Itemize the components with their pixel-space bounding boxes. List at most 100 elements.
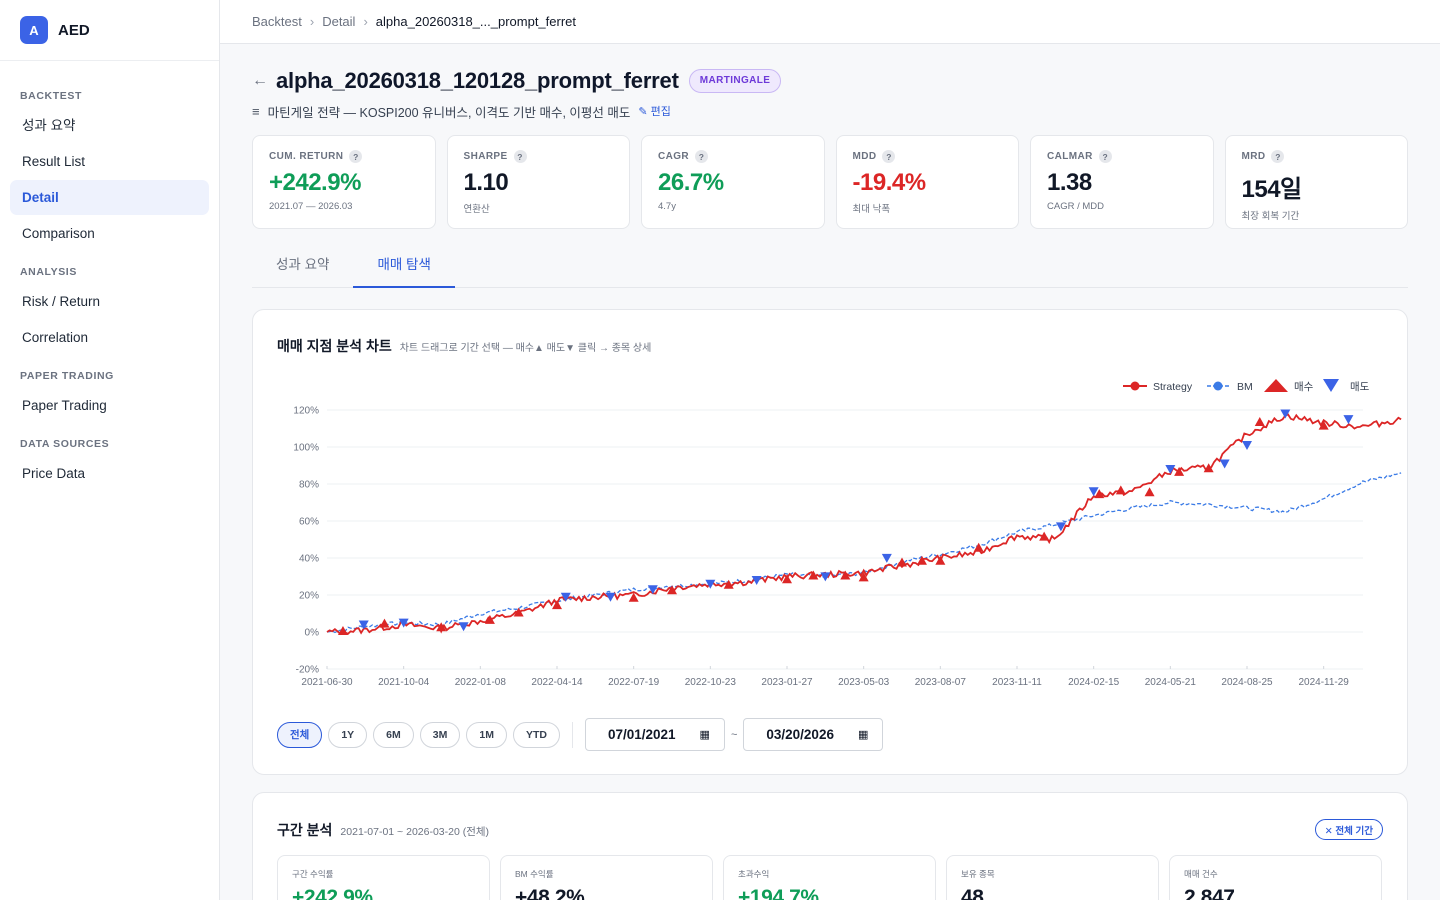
x-tick-label: 2023-01-27 — [761, 677, 813, 688]
sidebar-item-detail[interactable]: Detail — [10, 180, 209, 215]
help-icon[interactable]: ? — [1271, 150, 1285, 163]
kpi-card-cum-return[interactable]: CUM. RETURN? +242.9% 2021.07 — 2026.03 — [252, 135, 436, 229]
kpi-card-mrd[interactable]: MRD? 154일 최장 회복 기간 — [1224, 135, 1408, 229]
sell-marker[interactable] — [705, 579, 716, 589]
buy-marker[interactable] — [1254, 416, 1265, 426]
help-icon[interactable]: ? — [882, 150, 896, 163]
buy-marker[interactable] — [513, 607, 524, 617]
buy-marker[interactable] — [1203, 463, 1214, 473]
legend-label-bm[interactable]: BM — [1237, 381, 1253, 393]
series-line-strategy[interactable] — [326, 413, 1402, 636]
help-icon[interactable]: ? — [349, 150, 363, 163]
sell-marker[interactable] — [1343, 415, 1354, 425]
sell-marker[interactable] — [1242, 441, 1252, 450]
sell-marker[interactable] — [605, 592, 616, 602]
range-button-1y[interactable]: 1Y — [328, 721, 368, 748]
sell-marker[interactable] — [751, 576, 762, 586]
legend-label-sell[interactable]: 매도 — [1350, 381, 1370, 393]
buy-marker[interactable] — [1094, 489, 1105, 499]
kpi-card-mdd[interactable]: MDD? -19.4% 최대 낙폭 — [835, 135, 1019, 229]
kpi-subtext: 연환산 — [463, 204, 490, 215]
buy-marker[interactable] — [916, 555, 927, 565]
calendar-icon[interactable]: ▦ — [857, 729, 869, 741]
buy-marker[interactable] — [897, 557, 907, 567]
calendar-icon[interactable]: ▦ — [699, 729, 710, 741]
breadcrumb-item-detail[interactable]: Detail — [322, 14, 356, 29]
buy-marker[interactable] — [858, 572, 869, 582]
buy-marker[interactable] — [667, 585, 677, 595]
sidebar-item-correlation[interactable]: Correlation — [22, 330, 89, 345]
app-name[interactable]: AED — [58, 21, 90, 39]
buy-marker[interactable] — [1115, 485, 1126, 495]
app-logo[interactable]: A — [20, 16, 48, 44]
kpi-card-sharpe[interactable]: SHARPE? 1.10 연환산 — [446, 135, 630, 229]
legend-label-buy[interactable]: 매수 — [1294, 381, 1314, 393]
edit-description-button[interactable]: ✎ 편집 — [638, 106, 671, 118]
buy-marker[interactable] — [782, 574, 792, 584]
sell-marker[interactable] — [647, 585, 658, 595]
date-range-separator: ~ — [730, 728, 738, 741]
tab-summary[interactable]: 성과 요약 — [276, 257, 330, 272]
buy-marker[interactable] — [436, 622, 447, 632]
help-icon[interactable]: ? — [1098, 150, 1112, 163]
kpi-card-cagr[interactable]: CAGR? 26.7% 4.7y — [641, 135, 825, 229]
sell-marker[interactable] — [358, 620, 369, 630]
x-tick-label: 2021-06-30 — [301, 677, 353, 688]
sidebar-item-risk-return[interactable]: Risk / Return — [22, 294, 101, 309]
range-button-1m[interactable]: 1M — [466, 721, 507, 748]
range-button-3m[interactable]: 3M — [419, 721, 461, 748]
sidebar-item-price-data[interactable]: Price Data — [22, 466, 86, 481]
sell-marker[interactable] — [881, 553, 892, 563]
sell-marker[interactable] — [458, 622, 469, 632]
sell-marker[interactable] — [398, 618, 409, 628]
sidebar-item-paper-trading[interactable]: Paper Trading — [22, 398, 107, 413]
sell-marker[interactable] — [1055, 522, 1066, 532]
range-button-ytd[interactable]: YTD — [512, 721, 560, 748]
end-date-input[interactable]: 03/20/2026 ▦ — [743, 718, 884, 751]
start-date-input[interactable]: 07/01/2021 ▦ — [584, 718, 725, 751]
sell-marker[interactable] — [1280, 409, 1291, 419]
legend-label-strategy[interactable]: Strategy — [1153, 381, 1193, 393]
kpi-value: +242.9% — [269, 169, 361, 196]
range-button-all[interactable]: 전체 — [277, 721, 323, 748]
sidebar-item-item[interactable]: 성과 요약 — [22, 118, 76, 133]
buy-marker[interactable] — [723, 579, 734, 589]
series-line-bm[interactable] — [326, 472, 1402, 634]
x-tick-label: 2024-02-15 — [1068, 677, 1120, 688]
buy-marker[interactable] — [337, 626, 348, 635]
sidebar-item-comparison[interactable]: Comparison — [22, 226, 95, 241]
buy-marker[interactable] — [1144, 487, 1155, 497]
sell-marker[interactable] — [560, 592, 571, 602]
sell-marker[interactable] — [820, 572, 831, 582]
sell-marker[interactable] — [1088, 487, 1099, 497]
help-icon[interactable]: ? — [695, 150, 709, 163]
buy-marker[interactable] — [1174, 466, 1185, 476]
trade-chart[interactable]: -20% 0% 20% 40% 60% 80% 100% 120% 2021-06-30 2021… — [253, 310, 1407, 710]
segment-title: 구간 분석 — [277, 821, 333, 838]
buy-marker[interactable] — [552, 600, 562, 610]
breadcrumb-item-backtest[interactable]: Backtest — [252, 14, 302, 29]
buy-marker[interactable] — [1318, 420, 1329, 430]
sell-marker[interactable] — [1165, 465, 1176, 475]
sell-marker[interactable] — [1219, 459, 1230, 469]
range-button-6m[interactable]: 6M — [373, 721, 414, 748]
buy-marker[interactable] — [1039, 531, 1050, 541]
buy-marker[interactable] — [973, 542, 984, 552]
chart-subtitle: 차트 드래그로 기간 선택 — 매수▲ 매도▼ 클릭 → 종목 상세 — [399, 343, 652, 354]
strategy-description: 마틴게일 전략 — KOSPI200 유니버스, 이격도 기반 매수, 이평선 … — [267, 105, 631, 120]
back-arrow-icon[interactable]: ← — [252, 72, 268, 89]
sidebar-item-result-list[interactable]: Result List — [22, 154, 86, 169]
buy-marker[interactable] — [379, 618, 390, 628]
segment-analysis-card: 구간 분석 2021-07-01 ~ 2026-03-20 (전체) ✕ 전체 … — [252, 792, 1408, 900]
buy-marker[interactable] — [484, 614, 495, 624]
help-icon[interactable]: ? — [513, 150, 527, 163]
sidebar: A AED BACKTEST 성과 요약 Result List Detail Comp… — [0, 0, 220, 900]
tab-trade-explore[interactable]: 매매 탐색 — [353, 247, 455, 288]
kpi-card-calmar[interactable]: CALMAR? 1.38 CAGR / MDD — [1030, 135, 1214, 229]
reset-full-period-button[interactable]: ✕ 전체 기간 — [1314, 819, 1383, 840]
buy-marker[interactable] — [935, 555, 946, 565]
buy-marker[interactable] — [628, 592, 639, 602]
buy-marker[interactable] — [840, 570, 851, 580]
buy-marker[interactable] — [808, 570, 819, 580]
x-tick-label: 2022-10-23 — [685, 677, 737, 688]
